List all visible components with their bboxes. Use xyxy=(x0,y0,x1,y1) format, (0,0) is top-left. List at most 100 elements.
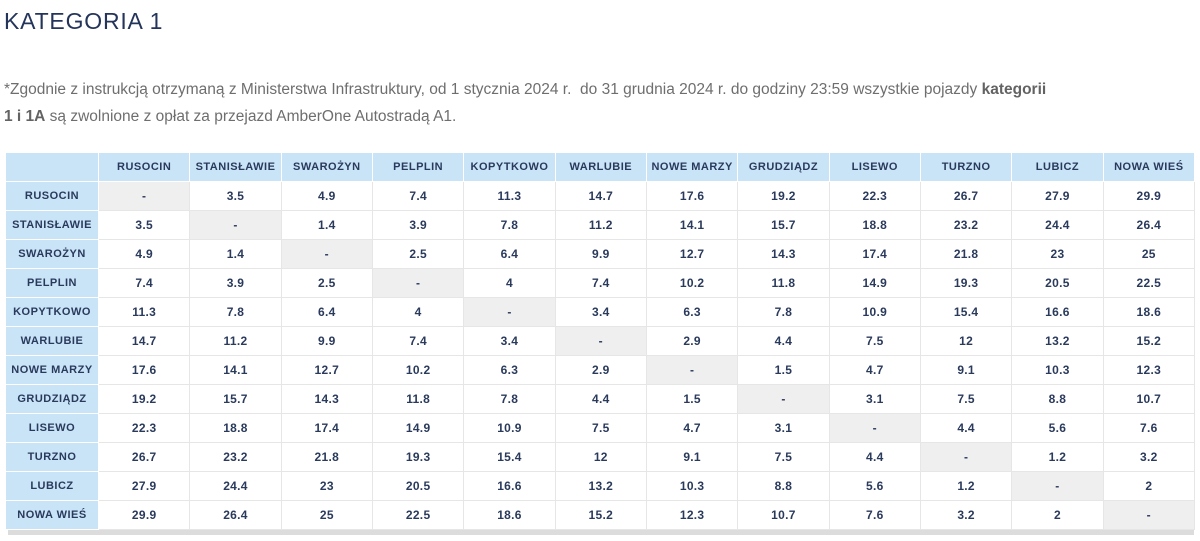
rate-cell: 26.4 xyxy=(1102,210,1196,240)
rate-cell: 2 xyxy=(1011,500,1104,530)
rate-cell: 24.4 xyxy=(1011,210,1104,240)
page-title: KATEGORIA 1 xyxy=(4,8,164,34)
rate-cell: 4 xyxy=(463,268,556,298)
rate-cell: 14.9 xyxy=(828,268,921,298)
rate-cell: 25 xyxy=(280,500,373,530)
table-row: RUSOCIN -3.5 4.9 7.4 11.3 14.7 17.6 19.2 22.3 26.… xyxy=(5,181,1196,211)
row-header: NOWE MARZY xyxy=(5,355,99,385)
rate-cell: 24.4 xyxy=(189,471,282,501)
rate-cell: 9.1 xyxy=(919,355,1013,385)
rate-cell: 7.6 xyxy=(1102,413,1196,443)
row-header: LUBICZ xyxy=(5,471,99,501)
rate-cell: 14.3 xyxy=(280,384,373,414)
intro-text-1: *Zgodnie z instrukcją otrzymaną z Minist… xyxy=(4,81,982,98)
rate-cell: 15.4 xyxy=(463,442,556,472)
table-row: PELPLIN 7.4 3.9 2.5-4 7.4 10.2 11.8 14.9 19.3 20.… xyxy=(5,268,1196,298)
rate-cell: 11.2 xyxy=(189,326,282,356)
rate-cell: 27.9 xyxy=(97,471,191,501)
column-header: PELPLIN xyxy=(371,152,465,182)
rate-cell: 1.4 xyxy=(189,239,282,269)
rate-cell: 23 xyxy=(280,471,373,501)
column-header: WARLUBIE xyxy=(554,152,647,182)
rate-cell: 14.7 xyxy=(554,181,647,211)
rate-cell: 1.5 xyxy=(645,384,739,414)
rate-cell: 17.6 xyxy=(97,355,191,385)
rate-cell: - xyxy=(97,181,191,211)
rate-cell: 7.6 xyxy=(828,500,921,530)
rate-cell: 14.1 xyxy=(645,210,739,240)
rate-cell: 17.4 xyxy=(828,239,921,269)
rate-cell: 3.5 xyxy=(97,210,191,240)
header-row: RUSOCIN STANISŁAWIE SWAROŻYN PELPLIN KOPYTKO… xyxy=(5,152,1196,182)
intro-paragraph: *Zgodnie z instrukcją otrzymaną z Minist… xyxy=(4,76,1124,130)
column-header: RUSOCIN xyxy=(97,152,191,182)
rate-cell: 14.1 xyxy=(189,355,282,385)
rate-cell: 7.8 xyxy=(463,384,556,414)
rate-cell: 11.3 xyxy=(97,297,191,327)
rate-cell: 7.4 xyxy=(371,326,465,356)
rate-cell: 9.9 xyxy=(280,326,373,356)
rate-cell: 15.2 xyxy=(554,500,647,530)
rate-cell: 25 xyxy=(1102,239,1196,269)
rate-cell: 12.7 xyxy=(280,355,373,385)
column-header: LISEWO xyxy=(828,152,921,182)
rate-cell: 9.9 xyxy=(554,239,647,269)
rate-cell: 10.2 xyxy=(371,355,465,385)
rate-cell: 3.9 xyxy=(189,268,282,298)
rate-cell: 7.5 xyxy=(737,442,830,472)
table-row: SWAROŻYN 4.9 1.4-2.5 6.4 9.9 12.7 14.3 17.4 21.8… xyxy=(5,239,1196,269)
rate-cell: 6.3 xyxy=(463,355,556,385)
rate-cell: 19.2 xyxy=(737,181,830,211)
rate-cell: 22.5 xyxy=(371,500,465,530)
rate-cell: 6.4 xyxy=(463,239,556,269)
table-row: KOPYTKOWO 11.3 7.8 6.4 4-3.4 6.3 7.8 10.9 15.4 16… xyxy=(5,297,1196,327)
rate-cell: 4.9 xyxy=(97,239,191,269)
rate-cell: 7.5 xyxy=(828,326,921,356)
column-header: TURZNO xyxy=(919,152,1013,182)
table-row: NOWE MARZY 17.6 14.1 12.7 10.2 6.3 2.9-1.5 4.7 9… xyxy=(5,355,1196,385)
page: KATEGORIA 1 *Zgodnie z instrukcją otrzym… xyxy=(0,8,1200,541)
rate-cell: - xyxy=(645,355,739,385)
rate-cell: 3.4 xyxy=(463,326,556,356)
rate-cell: 18.8 xyxy=(828,210,921,240)
row-header: NOWA WIEŚ xyxy=(5,500,99,530)
rate-cell: 12 xyxy=(919,326,1013,356)
rate-cell: - xyxy=(737,384,830,414)
rate-cell: 20.5 xyxy=(371,471,465,501)
rate-cell: 11.2 xyxy=(554,210,647,240)
rate-cell: 10.3 xyxy=(645,471,739,501)
rate-cell: 29.9 xyxy=(1102,181,1196,211)
column-header: SWAROŻYN xyxy=(280,152,373,182)
rate-cell: - xyxy=(189,210,282,240)
rate-cell: 12.3 xyxy=(645,500,739,530)
rate-cell: 7.8 xyxy=(463,210,556,240)
rate-cell: 26.4 xyxy=(189,500,282,530)
rate-cell: 22.5 xyxy=(1102,268,1196,298)
rate-cell: - xyxy=(554,326,647,356)
rate-cell: 7.5 xyxy=(554,413,647,443)
intro-text-2: są zwolnione z opłat za przejazd AmberOn… xyxy=(45,108,457,125)
rate-cell: 3.2 xyxy=(1102,442,1196,472)
table-row: STANISŁAWIE 3.5-1.4 3.9 7.8 11.2 14.1 15.7 18.8… xyxy=(5,210,1196,240)
table-row: WARLUBIE 14.7 11.2 9.9 7.4 3.4-2.9 4.4 7.5 12 13.… xyxy=(5,326,1196,356)
table-row: TURZNO 26.7 23.2 21.8 19.3 15.4 12 9.1 7.5 4.4-1.… xyxy=(5,442,1196,472)
rate-cell: - xyxy=(828,413,921,443)
table-row: LISEWO 22.3 18.8 17.4 14.9 10.9 7.5 4.7 3.1-4.4 5… xyxy=(5,413,1196,443)
rate-cell: 3.5 xyxy=(189,181,282,211)
rate-cell: 29.9 xyxy=(97,500,191,530)
rate-cell: - xyxy=(463,297,556,327)
rate-cell: 4 xyxy=(371,297,465,327)
rate-cell: 23 xyxy=(1011,239,1104,269)
rate-cell: 11.8 xyxy=(371,384,465,414)
rate-cell: 13.2 xyxy=(1011,326,1104,356)
rate-cell: 15.4 xyxy=(919,297,1013,327)
rate-cell: 19.3 xyxy=(371,442,465,472)
rate-cell: 14.3 xyxy=(737,239,830,269)
rate-cell: 13.2 xyxy=(554,471,647,501)
table-row: LUBICZ 27.9 24.4 23 20.5 16.6 13.2 10.3 8.8 5.6 1.… xyxy=(5,471,1196,501)
rate-cell: 26.7 xyxy=(97,442,191,472)
corner-cell xyxy=(5,152,99,182)
rate-cell: 4.4 xyxy=(919,413,1013,443)
rate-cell: 1.2 xyxy=(919,471,1013,501)
rate-cell: 10.7 xyxy=(1102,384,1196,414)
